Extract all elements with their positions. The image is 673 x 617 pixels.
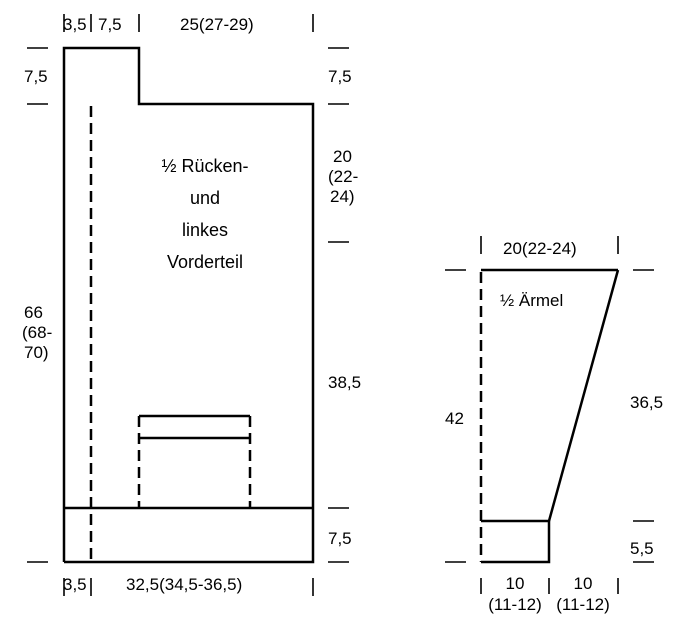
sleeve-bottom-ticks: [480, 578, 619, 594]
back-title: ½ Rücken- und linkes Vorderteil: [161, 156, 248, 272]
dim-bottom-width: 32,5(34,5-36,5): [126, 575, 242, 594]
dim-right-mid-3: 24): [330, 187, 355, 206]
sleeve-dim-cuff: 5,5: [630, 539, 654, 558]
sleeve-taper-line: [547, 269, 620, 522]
sleeve-top-ticks: [480, 236, 619, 254]
back-title-line-4: Vorderteil: [167, 252, 243, 272]
back-title-line-3: linkes: [182, 220, 228, 240]
dim-top-right: 25(27-29): [180, 15, 254, 34]
dim-right-body: 38,5: [328, 373, 361, 392]
back-title-line-1: ½ Rücken-: [161, 156, 248, 176]
back-bottom-ticks: [63, 578, 314, 596]
dim-right-mid-2: (22-: [328, 167, 358, 186]
dim-right-mid-1: 20: [333, 147, 352, 166]
sleeve-cuff: [481, 519, 551, 564]
dim-left-height-3: 70): [24, 343, 49, 362]
sleeve-dim-left: 42: [445, 409, 464, 428]
dim-left-height-2: (68-: [22, 323, 52, 342]
sleeve-dim-top: 20(22-24): [503, 239, 577, 258]
back-outline: [62, 46, 315, 564]
back-left-ticks: [27, 47, 48, 563]
dim-left-height-1: 66: [24, 303, 43, 322]
back-right-ticks: [328, 47, 349, 563]
dim-top-mid: 7,5: [98, 15, 122, 34]
back-piece: [62, 46, 315, 564]
sleeve-right-ticks: [633, 269, 654, 563]
dim-top-left: 3,5: [63, 15, 87, 34]
dim-right-bottom: 7,5: [328, 529, 352, 548]
dim-bottom-left: 3,5: [63, 575, 87, 594]
sleeve-dim-bottom-left-2: (11-12): [488, 595, 542, 614]
dim-left-top: 7,5: [24, 67, 48, 86]
sleeve-dim-bottom-right-1: 10: [574, 574, 593, 593]
sleeve-dim-bottom-right-2: (11-12): [556, 595, 610, 614]
back-title-line-2: und: [190, 188, 220, 208]
sleeve-piece: [479, 268, 620, 564]
back-top-ticks: [63, 14, 314, 32]
sleeve-left-ticks: [445, 269, 466, 563]
sleeve-dim-bottom-left-1: 10: [506, 574, 525, 593]
sleeve-title: ½ Ärmel: [500, 291, 563, 310]
dim-right-top: 7,5: [328, 67, 352, 86]
sleeve-dim-right: 36,5: [630, 393, 663, 412]
